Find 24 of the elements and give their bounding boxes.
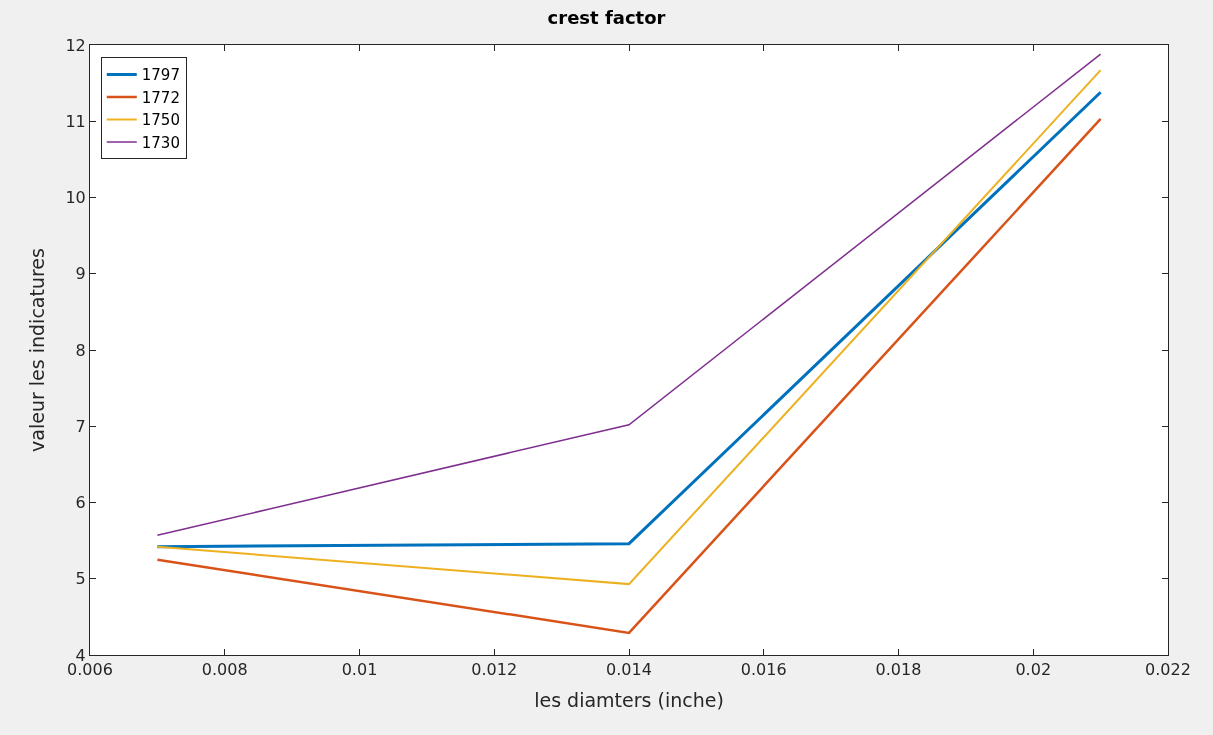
y-tick-label: 8 <box>75 340 86 360</box>
y-tick-label: 5 <box>75 569 86 589</box>
x-tick-label: 0.012 <box>471 660 518 680</box>
chart-title: crest factor <box>547 6 666 28</box>
x-tick-label: 0.016 <box>740 660 787 680</box>
x-tick-label: 0.014 <box>606 660 652 680</box>
y-tick-label: 10 <box>65 188 86 208</box>
x-tick-label: 0.008 <box>201 660 248 680</box>
y-tick-label: 12 <box>65 35 86 55</box>
x-tick-label: 0.022 <box>1145 660 1191 680</box>
y-tick-label: 11 <box>65 111 86 131</box>
x-tick-label: 0.018 <box>875 660 922 680</box>
y-tick-label: 7 <box>75 416 86 436</box>
y-axis-title: valeur les indicatures <box>26 248 49 452</box>
legend-label: 1750 <box>141 111 180 130</box>
legend-label: 1730 <box>141 133 180 152</box>
y-tick-label: 9 <box>75 264 86 284</box>
x-tick-label: 0.006 <box>67 660 113 680</box>
y-tick-label: 6 <box>75 493 86 513</box>
x-axis-title: les diamters (inche) <box>534 689 724 711</box>
x-tick-label: 0.01 <box>341 660 378 680</box>
legend-label: 1797 <box>141 66 180 85</box>
legend-label: 1772 <box>141 88 180 107</box>
x-tick-label: 0.02 <box>1015 660 1052 680</box>
